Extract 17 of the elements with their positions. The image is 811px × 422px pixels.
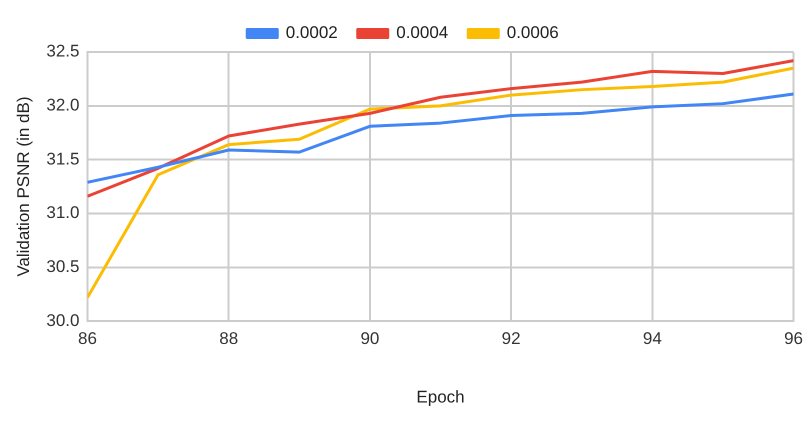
y-tick-label: 31.0 bbox=[46, 203, 80, 222]
legend-label: 0.0004 bbox=[396, 23, 448, 42]
y-tick-label: 30.5 bbox=[46, 257, 80, 276]
y-axis-title: Validation PSNR (in dB) bbox=[14, 96, 33, 277]
x-tick-label: 90 bbox=[360, 329, 380, 348]
legend-label: 0.0006 bbox=[506, 23, 559, 42]
x-tick-label: 86 bbox=[78, 329, 97, 348]
y-tick-label: 32.5 bbox=[46, 42, 80, 61]
legend-label: 0.0002 bbox=[286, 23, 338, 42]
x-tick-label: 88 bbox=[219, 329, 238, 348]
y-tick-label: 30.0 bbox=[46, 310, 80, 330]
x-axis-title: Epoch bbox=[416, 387, 465, 406]
y-tick-label: 31.5 bbox=[46, 149, 80, 168]
y-tick-label: 32.0 bbox=[46, 96, 80, 115]
x-tick-label: 92 bbox=[502, 329, 521, 348]
x-tick-label: 94 bbox=[642, 329, 662, 348]
x-tick-label: 96 bbox=[784, 329, 804, 348]
